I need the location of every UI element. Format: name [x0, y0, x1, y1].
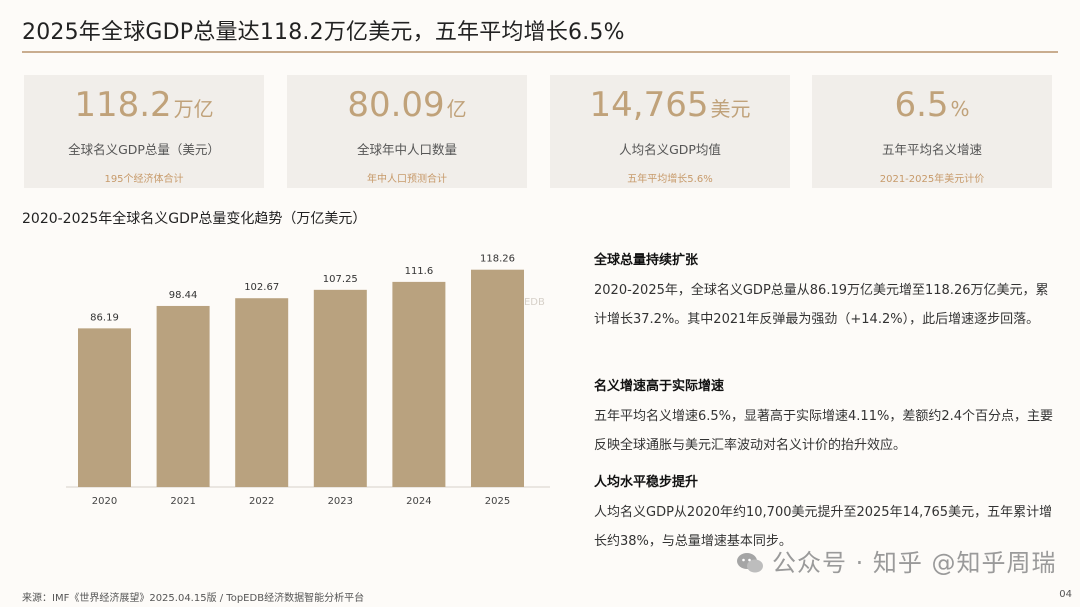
value-label-2024: 111.6 [405, 266, 434, 277]
bar-2020 [78, 328, 131, 487]
footer-source: 来源：IMF《世界经济展望》2025.04.15版 / TopEDB经济数据智能… [22, 593, 365, 604]
x-tick-2024: 2024 [406, 496, 431, 507]
kpi-note: 年中人口预测合计 [367, 174, 447, 185]
kpi-card-population: 80.09 亿 全球年中人口数量 年中人口预测合计 [287, 75, 527, 188]
value-label-2021: 98.44 [169, 290, 198, 301]
kpi-note: 195个经济体合计 [104, 174, 184, 185]
section-total-expansion: 全球总量持续扩张 2020-2025年，全球名义GDP总量从86.19万亿美元增… [594, 249, 1056, 334]
x-tick-2021: 2021 [170, 496, 195, 507]
value-label-2023: 107.25 [323, 274, 358, 285]
wechat-icon [737, 553, 763, 573]
kpi-value: 118.2 万亿 [74, 85, 214, 125]
title-divider [22, 51, 1058, 53]
kpi-label: 全球名义GDP总量（美元） [68, 142, 220, 157]
bar-2022 [235, 298, 289, 487]
section-body: 五年平均名义增速6.5%，显著高于实际增速4.11%，差额约2.4个百分点，主要… [594, 409, 1053, 453]
section-nominal-vs-real: 名义增速高于实际增速 五年平均名义增速6.5%，显著高于实际增速4.11%，差额… [594, 375, 1056, 460]
section-body: 人均名义GDP从2020年约10,700美元提升至2025年14,765美元，五… [594, 505, 1053, 549]
kpi-card-per-capita: 14,765 美元 人均名义GDP均值 五年平均增长5.6% [550, 75, 790, 188]
kpi-value: 14,765 美元 [589, 85, 751, 125]
kpi-note: 2021-2025年美元计价 [879, 174, 985, 185]
bar-2024 [392, 281, 446, 487]
bar-2021 [156, 305, 210, 487]
chart-title: 2020-2025年全球名义GDP总量变化趋势（万亿美元） [22, 211, 367, 227]
value-label-2025: 118.26 [480, 254, 515, 265]
x-tick-2020: 2020 [92, 496, 117, 507]
x-tick-2023: 2023 [328, 496, 353, 507]
section-heading: 名义增速高于实际增速 [594, 379, 725, 394]
kpi-label: 全球年中人口数量 [356, 142, 457, 157]
bar-2025 [471, 269, 524, 487]
x-tick-2025: 2025 [485, 496, 510, 507]
page-number: 04 [1059, 589, 1072, 600]
kpi-value: 80.09 亿 [347, 85, 467, 125]
section-heading: 人均水平稳步提升 [594, 475, 699, 490]
kpi-card-growth: 6.5% 五年平均名义增速 2021-2025年美元计价 [812, 75, 1052, 188]
kpi-label: 五年平均名义增速 [881, 142, 982, 157]
chart-watermark: TopEDB [506, 297, 545, 308]
section-per-capita: 人均水平稳步提升 人均名义GDP从2020年约10,700美元提升至2025年1… [594, 471, 1056, 556]
bar-2023 [313, 289, 367, 487]
x-tick-2022: 2022 [249, 496, 274, 507]
section-heading: 全球总量持续扩张 [594, 253, 699, 268]
value-label-2022: 102.67 [244, 282, 279, 293]
kpi-card-gdp: 118.2 万亿 全球名义GDP总量（美元） 195个经济体合计 [24, 75, 264, 188]
kpi-value: 6.5% [894, 85, 970, 125]
page-title: 2025年全球GDP总量达118.2万亿美元，五年平均增长6.5% [22, 20, 625, 45]
value-label-2020: 86.19 [90, 312, 119, 323]
watermark: 公众号 · 知乎 @知乎周瑞 [736, 543, 1057, 578]
section-body: 2020-2025年，全球名义GDP总量从86.19万亿美元增至118.26万亿… [594, 283, 1049, 327]
kpi-label: 人均名义GDP均值 [619, 142, 721, 157]
kpi-note: 五年平均增长5.6% [627, 174, 713, 185]
